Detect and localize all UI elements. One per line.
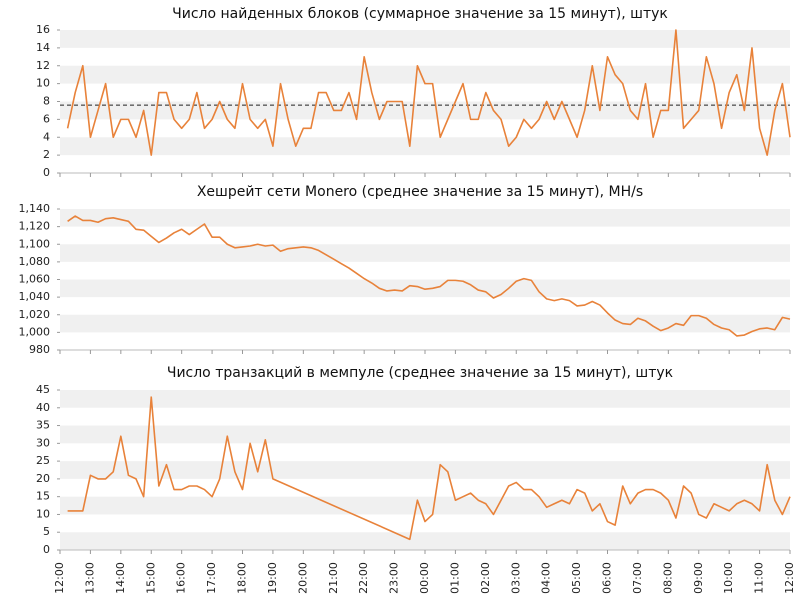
x-tick-label: 09:00 <box>692 562 705 594</box>
y-tick-label: 1,040 <box>19 290 51 303</box>
y-tick-label: 0 <box>43 166 50 179</box>
data-line <box>66 29 791 156</box>
chart-title: Число транзакций в мемпуле (среднее знач… <box>167 365 673 381</box>
band <box>60 461 790 479</box>
y-tick-label: 8 <box>43 95 50 108</box>
y-tick-label: 16 <box>36 23 50 36</box>
data-line <box>67 215 791 337</box>
band <box>60 279 790 298</box>
x-tick-label: 12:00 <box>53 562 66 594</box>
band <box>60 244 790 262</box>
y-tick-label: 2 <box>43 148 50 161</box>
y-tick-label: 4 <box>43 130 50 143</box>
x-tick-label: 05:00 <box>570 562 583 594</box>
band <box>60 314 790 333</box>
y-tick-label: 20 <box>36 472 50 485</box>
band <box>60 30 790 48</box>
band <box>60 390 790 408</box>
y-tick-label: 1,020 <box>19 308 51 321</box>
y-tick-label: 1,100 <box>19 237 51 250</box>
band <box>60 65 790 84</box>
y-tick-label: 1,080 <box>19 255 51 268</box>
x-tick-label: 16:00 <box>175 562 188 594</box>
x-tick-label: 21:00 <box>327 562 340 594</box>
x-tick-label: 20:00 <box>296 562 309 594</box>
x-tick-label: 15:00 <box>144 562 157 594</box>
x-tick-label: 23:00 <box>388 562 401 594</box>
y-tick-label: 980 <box>29 343 50 356</box>
y-tick-label: 30 <box>36 436 50 449</box>
x-tick-label: 06:00 <box>601 562 614 594</box>
chart-title: Хешрейт сети Monero (среднее значение за… <box>197 184 643 200</box>
x-tick-label: 01:00 <box>448 562 461 594</box>
y-tick-label: 25 <box>36 454 50 467</box>
y-tick-label: 1,000 <box>19 325 51 338</box>
data-line <box>67 396 791 541</box>
x-tick-label: 08:00 <box>661 562 674 594</box>
x-tick-label: 14:00 <box>114 562 127 594</box>
y-tick-label: 6 <box>43 112 50 125</box>
x-tick-label: 10:00 <box>722 562 735 594</box>
x-tick-label: 02:00 <box>479 562 492 594</box>
x-tick-label: 00:00 <box>418 562 431 594</box>
x-tick-label: 04:00 <box>540 562 553 594</box>
x-tick-label: 17:00 <box>205 562 218 594</box>
band <box>60 532 790 550</box>
y-tick-label: 35 <box>36 419 50 432</box>
y-tick-label: 1,120 <box>19 220 51 233</box>
x-tick-label: 13:00 <box>83 562 96 594</box>
y-tick-label: 15 <box>36 490 50 503</box>
band <box>60 209 790 227</box>
x-tick-label: 19:00 <box>266 562 279 594</box>
y-tick-label: 1,140 <box>19 202 51 215</box>
chart-title: Число найденных блоков (суммарное значен… <box>172 6 668 22</box>
y-tick-label: 0 <box>43 543 50 556</box>
y-tick-label: 1,060 <box>19 273 51 286</box>
x-tick-label: 11:00 <box>753 562 766 594</box>
band <box>60 137 790 156</box>
x-tick-label: 07:00 <box>631 562 644 594</box>
x-tick-label: 18:00 <box>236 562 249 594</box>
y-tick-label: 10 <box>36 77 50 90</box>
band <box>60 101 790 120</box>
y-tick-label: 14 <box>36 41 50 54</box>
x-tick-label: 22:00 <box>357 562 370 594</box>
y-tick-label: 12 <box>36 59 50 72</box>
x-tick-label: 12:00 <box>783 562 796 594</box>
y-tick-label: 5 <box>43 525 50 538</box>
band <box>60 496 790 515</box>
band <box>60 425 790 444</box>
y-tick-label: 40 <box>36 401 50 414</box>
y-tick-label: 45 <box>36 383 50 396</box>
x-tick-label: 03:00 <box>509 562 522 594</box>
y-tick-label: 10 <box>36 507 50 520</box>
